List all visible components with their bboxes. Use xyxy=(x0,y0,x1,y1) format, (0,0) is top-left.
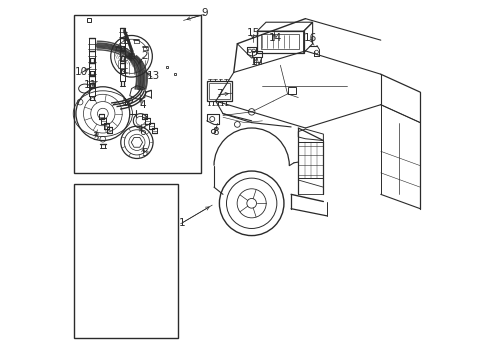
Text: 16: 16 xyxy=(304,33,317,43)
Text: 3: 3 xyxy=(92,132,99,142)
Bar xyxy=(208,83,230,99)
Text: 1: 1 xyxy=(178,218,184,228)
Text: 10: 10 xyxy=(75,67,88,77)
Text: 8: 8 xyxy=(212,127,219,136)
Text: 4: 4 xyxy=(139,100,145,110)
Text: 12: 12 xyxy=(121,98,134,108)
Text: 17: 17 xyxy=(250,57,263,67)
Bar xyxy=(257,31,303,53)
Text: 15: 15 xyxy=(246,28,260,38)
Text: 2: 2 xyxy=(141,51,147,61)
Text: 11: 11 xyxy=(83,80,97,90)
Text: 14: 14 xyxy=(268,33,281,43)
Bar xyxy=(252,57,261,62)
Bar xyxy=(251,51,262,57)
Bar xyxy=(298,142,323,178)
Bar xyxy=(74,15,201,173)
Bar xyxy=(287,87,296,94)
Text: 13: 13 xyxy=(146,71,160,81)
Text: 6: 6 xyxy=(139,127,145,136)
Bar xyxy=(206,81,231,101)
Text: 5: 5 xyxy=(141,148,147,158)
Text: 7: 7 xyxy=(216,89,222,99)
Bar xyxy=(261,34,298,49)
Bar xyxy=(74,184,178,338)
Text: 9: 9 xyxy=(202,8,208,18)
